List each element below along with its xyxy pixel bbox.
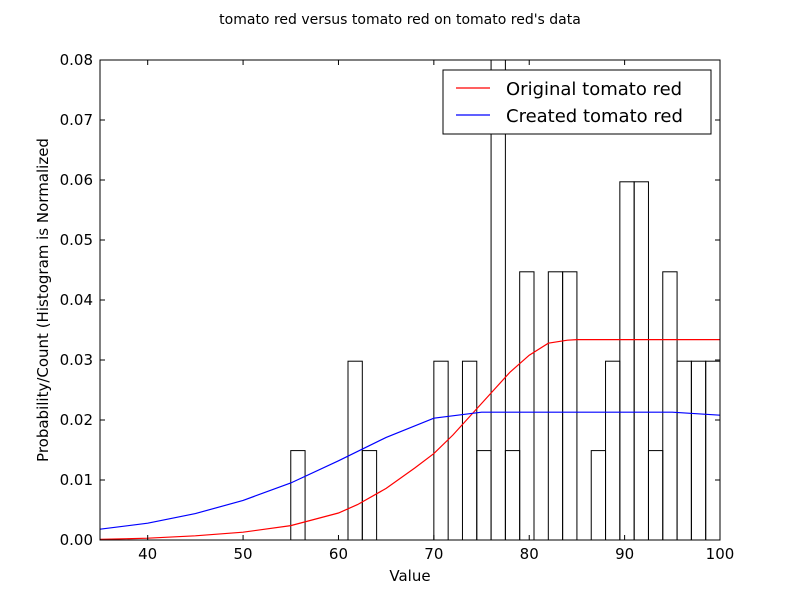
x-tick-label-3: 70 <box>424 545 443 563</box>
y-tick-label-5: 0.05 <box>60 231 93 249</box>
histogram-bar-12 <box>605 360 621 541</box>
histogram-bar-14 <box>633 181 649 541</box>
series-line-1 <box>99 411 721 530</box>
histogram-bar-9 <box>547 271 564 541</box>
y-tick-label-8: 0.08 <box>60 51 93 69</box>
y-tick-label-4: 0.04 <box>60 291 93 309</box>
series-line-0 <box>99 339 720 540</box>
histogram-bar-0 <box>290 450 306 541</box>
histogram-bar-8 <box>519 271 535 541</box>
y-axis-ticks: 0.00 0.01 0.02 0.03 0.04 0.05 0.06 0.07 0.08 <box>60 51 720 549</box>
y-tick-label-2: 0.02 <box>60 411 93 429</box>
x-axis-ticks: 40 50 60 70 80 90 100 <box>138 60 734 563</box>
legend-label-0: Original tomato red <box>506 79 682 100</box>
chart-title: tomato red versus tomato red on tomato r… <box>219 12 581 28</box>
histogram-bar-5 <box>476 450 492 541</box>
histogram-bar-4 <box>461 360 478 541</box>
y-tick-label-0: 0.00 <box>60 531 93 549</box>
x-tick-label-4: 80 <box>520 545 539 563</box>
y-axis-label: Probability/Count (Histogram is Normaliz… <box>34 138 52 462</box>
x-tick-label-6: 100 <box>706 545 735 563</box>
histogram-bar-3 <box>433 360 449 541</box>
x-tick-label-0: 40 <box>138 545 157 563</box>
y-tick-label-7: 0.07 <box>60 111 93 129</box>
histogram-bar-11 <box>590 450 607 541</box>
histogram-bar-17 <box>676 360 692 541</box>
histogram-bar-16 <box>662 271 678 541</box>
x-axis-label: Value <box>389 567 430 585</box>
histogram-bar-19 <box>705 360 721 541</box>
x-tick-label-5: 90 <box>615 545 634 563</box>
series-lines <box>99 339 721 540</box>
y-tick-label-6: 0.06 <box>60 171 93 189</box>
x-tick-label-1: 50 <box>234 545 253 563</box>
histogram-bar-18 <box>690 360 707 541</box>
histogram-bar-7 <box>504 450 521 541</box>
y-tick-label-3: 0.03 <box>60 351 93 369</box>
histogram-bar-15 <box>647 450 664 541</box>
x-tick-label-2: 60 <box>329 545 348 563</box>
histogram-bar-10 <box>562 271 578 541</box>
legend-label-1: Created tomato red <box>506 106 683 127</box>
y-tick-label-1: 0.01 <box>60 471 93 489</box>
legend: Original tomato red Created tomato red <box>442 69 712 135</box>
legend-box <box>442 69 712 135</box>
histogram-bar-13 <box>619 181 635 541</box>
